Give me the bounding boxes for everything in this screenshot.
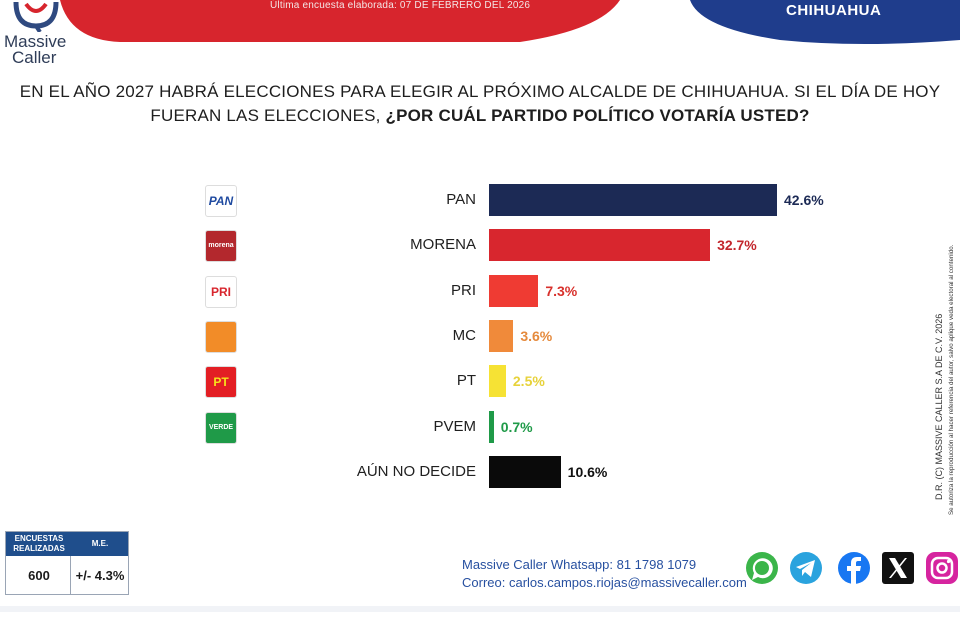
bar xyxy=(489,274,539,307)
stats-box: ENCUESTAS REALIZADAS M.E. 600 +/- 4.3% xyxy=(5,531,129,595)
margin-error-header: M.E. xyxy=(91,539,109,548)
whatsapp-icon[interactable] xyxy=(744,550,780,586)
copyright-line-1: D.R. (C) MASSIVE CALLER S.A DE C.V. 2026 xyxy=(934,314,944,500)
mc-logo-icon xyxy=(205,320,237,353)
data-label: 2.5% xyxy=(512,373,545,390)
brand-line-2: Caller xyxy=(12,48,57,67)
question-line-1: EN EL AÑO 2027 HABRÁ ELECCIONES PARA ELE… xyxy=(19,82,941,101)
whatsapp-contact: Massive Caller Whatsapp: 81 1798 1079 xyxy=(462,557,697,572)
bar xyxy=(489,229,711,262)
massive-caller-logo-icon xyxy=(13,1,59,32)
instagram-icon[interactable] xyxy=(924,550,960,586)
category-label: MC xyxy=(452,326,476,344)
data-label: 7.3% xyxy=(545,282,578,299)
facebook-icon[interactable] xyxy=(836,550,872,586)
question-line-2-plain: FUERAN LAS ELECCIONES, xyxy=(150,106,381,125)
copyright-note: D.R. (C) MASSIVE CALLER S.A DE C.V. 2026… xyxy=(934,244,955,515)
stats-divider xyxy=(70,556,71,594)
copyright-line-2: Se autoriza la reproducción al hacer ref… xyxy=(948,244,955,515)
data-label: 0.7% xyxy=(500,418,533,435)
x-icon[interactable] xyxy=(880,550,916,586)
brand-name: Massive Caller xyxy=(4,32,67,67)
brand-line-1: Massive xyxy=(4,32,67,51)
category-label: MORENA xyxy=(410,236,476,254)
pri-logo-icon: PRI xyxy=(205,275,237,308)
bar xyxy=(489,319,514,352)
category-label: PVEM xyxy=(433,417,476,435)
morena-logo-icon: morena xyxy=(205,230,237,263)
pt-logo-icon: PT xyxy=(205,366,237,399)
category-label: PRI xyxy=(450,281,476,299)
bar xyxy=(489,184,777,216)
margin-error-value: +/- 4.3% xyxy=(75,568,125,583)
surveys-value: 600 xyxy=(28,568,50,583)
data-label: 10.6% xyxy=(567,463,608,480)
data-label: 3.6% xyxy=(520,327,553,344)
category-label: PAN xyxy=(446,191,476,208)
banner-shapes xyxy=(60,0,960,44)
category-label: AÚN NO DECIDE xyxy=(356,462,476,480)
stats-header xyxy=(6,532,128,556)
email-contact: Correo: carlos.campos.riojas@massivecall… xyxy=(462,575,747,590)
survey-date: Última encuesta elaborada: 07 DE FEBRERO… xyxy=(270,0,531,11)
telegram-icon[interactable] xyxy=(788,550,824,586)
pan-logo-icon: PAN xyxy=(205,185,237,217)
data-label: 32.7% xyxy=(717,237,757,254)
pvem-logo-icon: VERDE xyxy=(205,411,237,444)
bar xyxy=(489,365,506,398)
footer-strip xyxy=(0,606,960,612)
survey-question: EN EL AÑO 2027 HABRÁ ELECCIONES PARA ELE… xyxy=(0,80,960,128)
brand-logo: Massive Caller xyxy=(0,0,90,66)
question-line-2: FUERAN LAS ELECCIONES, ¿POR CUÁL PARTIDO… xyxy=(0,104,960,128)
category-label: PT xyxy=(456,372,476,390)
top-banner xyxy=(0,0,960,60)
bar xyxy=(489,455,561,488)
bar xyxy=(489,410,494,443)
surveys-header: ENCUESTAS REALIZADAS xyxy=(13,534,65,553)
city-title: CHIHUAHUA xyxy=(786,2,882,19)
data-label: 42.6% xyxy=(784,192,824,208)
question-line-2-bold: ¿POR CUÁL PARTIDO POLÍTICO VOTARÍA USTED… xyxy=(385,106,810,125)
